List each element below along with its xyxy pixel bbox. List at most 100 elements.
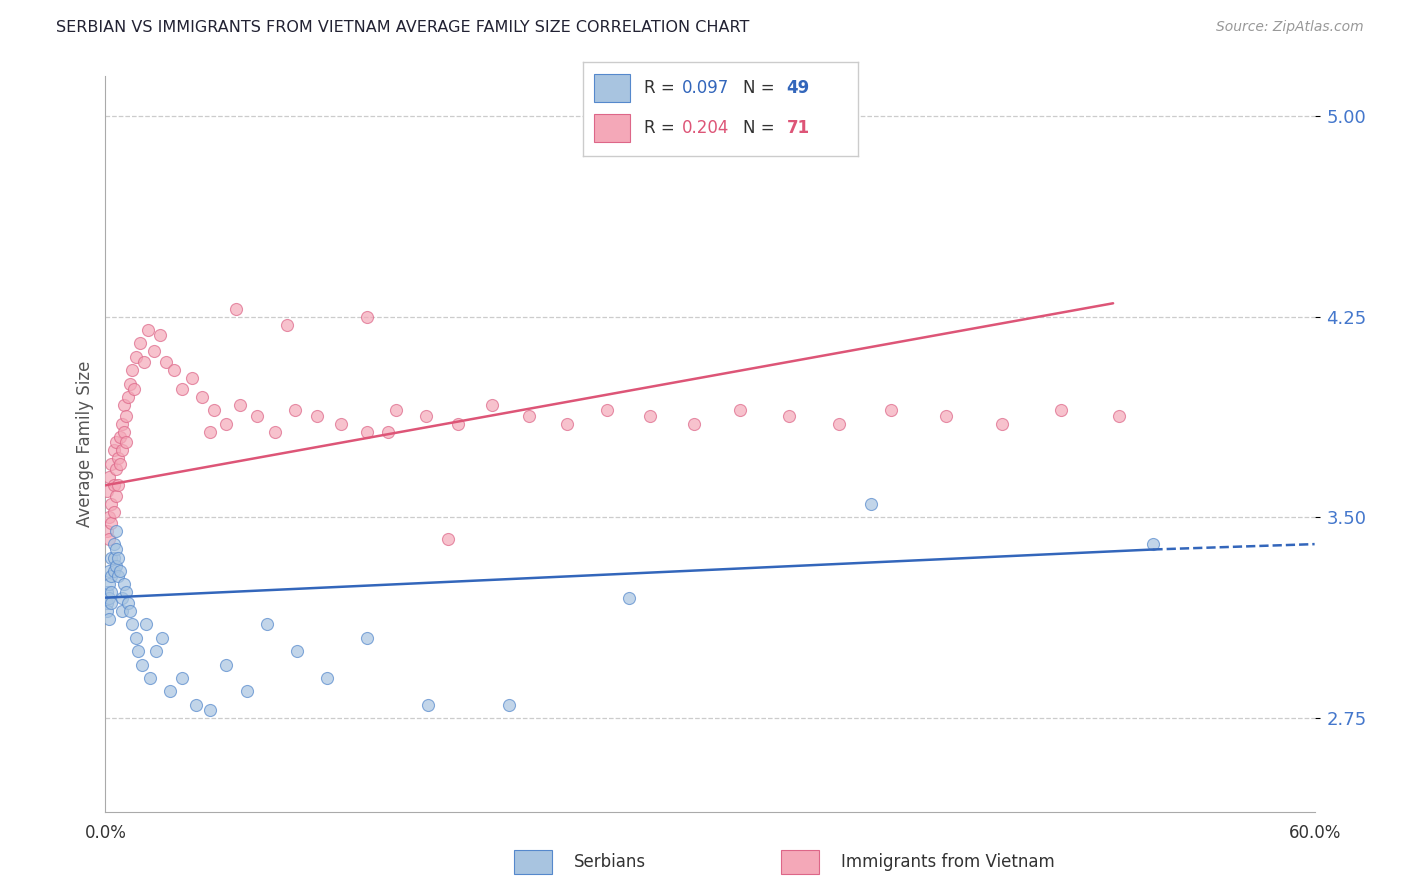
- Point: [96, 596, 118, 610]
- Point: [145, 644, 167, 658]
- Point: [104, 558, 127, 573]
- Point: [139, 671, 162, 685]
- Point: [1108, 409, 1130, 423]
- Point: [880, 403, 903, 417]
- Point: [100, 569, 122, 583]
- Bar: [595, 114, 630, 142]
- Point: [256, 617, 278, 632]
- Text: R =: R =: [644, 78, 681, 96]
- Bar: [595, 74, 630, 102]
- Point: [131, 657, 153, 672]
- Point: [498, 698, 520, 712]
- Text: R =: R =: [644, 119, 681, 137]
- Point: [110, 417, 132, 431]
- Point: [416, 698, 439, 712]
- Point: [110, 591, 132, 605]
- Point: [447, 417, 470, 431]
- Point: [200, 703, 222, 717]
- Point: [307, 409, 329, 423]
- Point: [181, 371, 204, 385]
- Point: [98, 612, 121, 626]
- Point: [100, 516, 122, 530]
- Point: [730, 403, 752, 417]
- Point: [124, 350, 148, 364]
- Text: SERBIAN VS IMMIGRANTS FROM VIETNAM AVERAGE FAMILY SIZE CORRELATION CHART: SERBIAN VS IMMIGRANTS FROM VIETNAM AVERA…: [56, 20, 749, 35]
- Point: [118, 604, 141, 618]
- Point: [991, 417, 1014, 431]
- Point: [114, 585, 136, 599]
- Text: 71: 71: [786, 119, 810, 137]
- Point: [114, 435, 136, 450]
- Point: [98, 591, 121, 605]
- Point: [778, 409, 800, 423]
- Point: [117, 390, 139, 404]
- Point: [142, 344, 165, 359]
- Point: [121, 363, 143, 377]
- Point: [124, 631, 148, 645]
- Point: [108, 430, 131, 444]
- Point: [356, 310, 378, 324]
- Text: Source: ZipAtlas.com: Source: ZipAtlas.com: [1216, 20, 1364, 34]
- Point: [135, 617, 157, 632]
- Point: [104, 542, 127, 557]
- Point: [200, 425, 222, 439]
- Point: [285, 644, 308, 658]
- Point: [225, 301, 247, 316]
- Point: [1142, 537, 1164, 551]
- Text: Immigrants from Vietnam: Immigrants from Vietnam: [841, 853, 1054, 871]
- Point: [860, 497, 883, 511]
- Point: [377, 425, 399, 439]
- Point: [1049, 403, 1071, 417]
- Point: [517, 409, 540, 423]
- Point: [104, 462, 127, 476]
- Text: N =: N =: [742, 78, 779, 96]
- Point: [935, 409, 957, 423]
- Point: [110, 604, 132, 618]
- Point: [128, 336, 150, 351]
- Point: [100, 596, 122, 610]
- Point: [107, 550, 129, 565]
- Bar: [782, 850, 818, 873]
- Bar: [515, 850, 551, 873]
- Point: [384, 403, 406, 417]
- Point: [170, 671, 193, 685]
- Point: [638, 409, 661, 423]
- Point: [103, 537, 125, 551]
- Point: [117, 596, 139, 610]
- Point: [316, 671, 339, 685]
- Point: [415, 409, 437, 423]
- Text: 0.097: 0.097: [682, 78, 730, 96]
- Point: [118, 376, 141, 391]
- Point: [98, 532, 121, 546]
- Point: [98, 470, 121, 484]
- Point: [215, 657, 238, 672]
- Point: [683, 417, 706, 431]
- Point: [112, 577, 135, 591]
- Point: [356, 425, 378, 439]
- Point: [619, 591, 641, 605]
- Point: [245, 409, 267, 423]
- Point: [104, 524, 127, 538]
- Point: [356, 631, 378, 645]
- Point: [112, 398, 135, 412]
- Point: [127, 644, 149, 658]
- Point: [100, 585, 122, 599]
- Y-axis label: Average Family Size: Average Family Size: [76, 360, 94, 527]
- Point: [235, 684, 257, 698]
- Point: [132, 355, 155, 369]
- Point: [98, 564, 121, 578]
- Point: [96, 585, 118, 599]
- Point: [104, 435, 127, 450]
- Point: [98, 577, 121, 591]
- Point: [114, 409, 136, 423]
- Point: [100, 550, 122, 565]
- Point: [330, 417, 353, 431]
- Point: [112, 425, 135, 439]
- Text: 49: 49: [786, 78, 810, 96]
- Point: [229, 398, 252, 412]
- Point: [103, 478, 125, 492]
- Point: [100, 457, 122, 471]
- Point: [96, 524, 118, 538]
- Point: [107, 569, 129, 583]
- Point: [163, 363, 186, 377]
